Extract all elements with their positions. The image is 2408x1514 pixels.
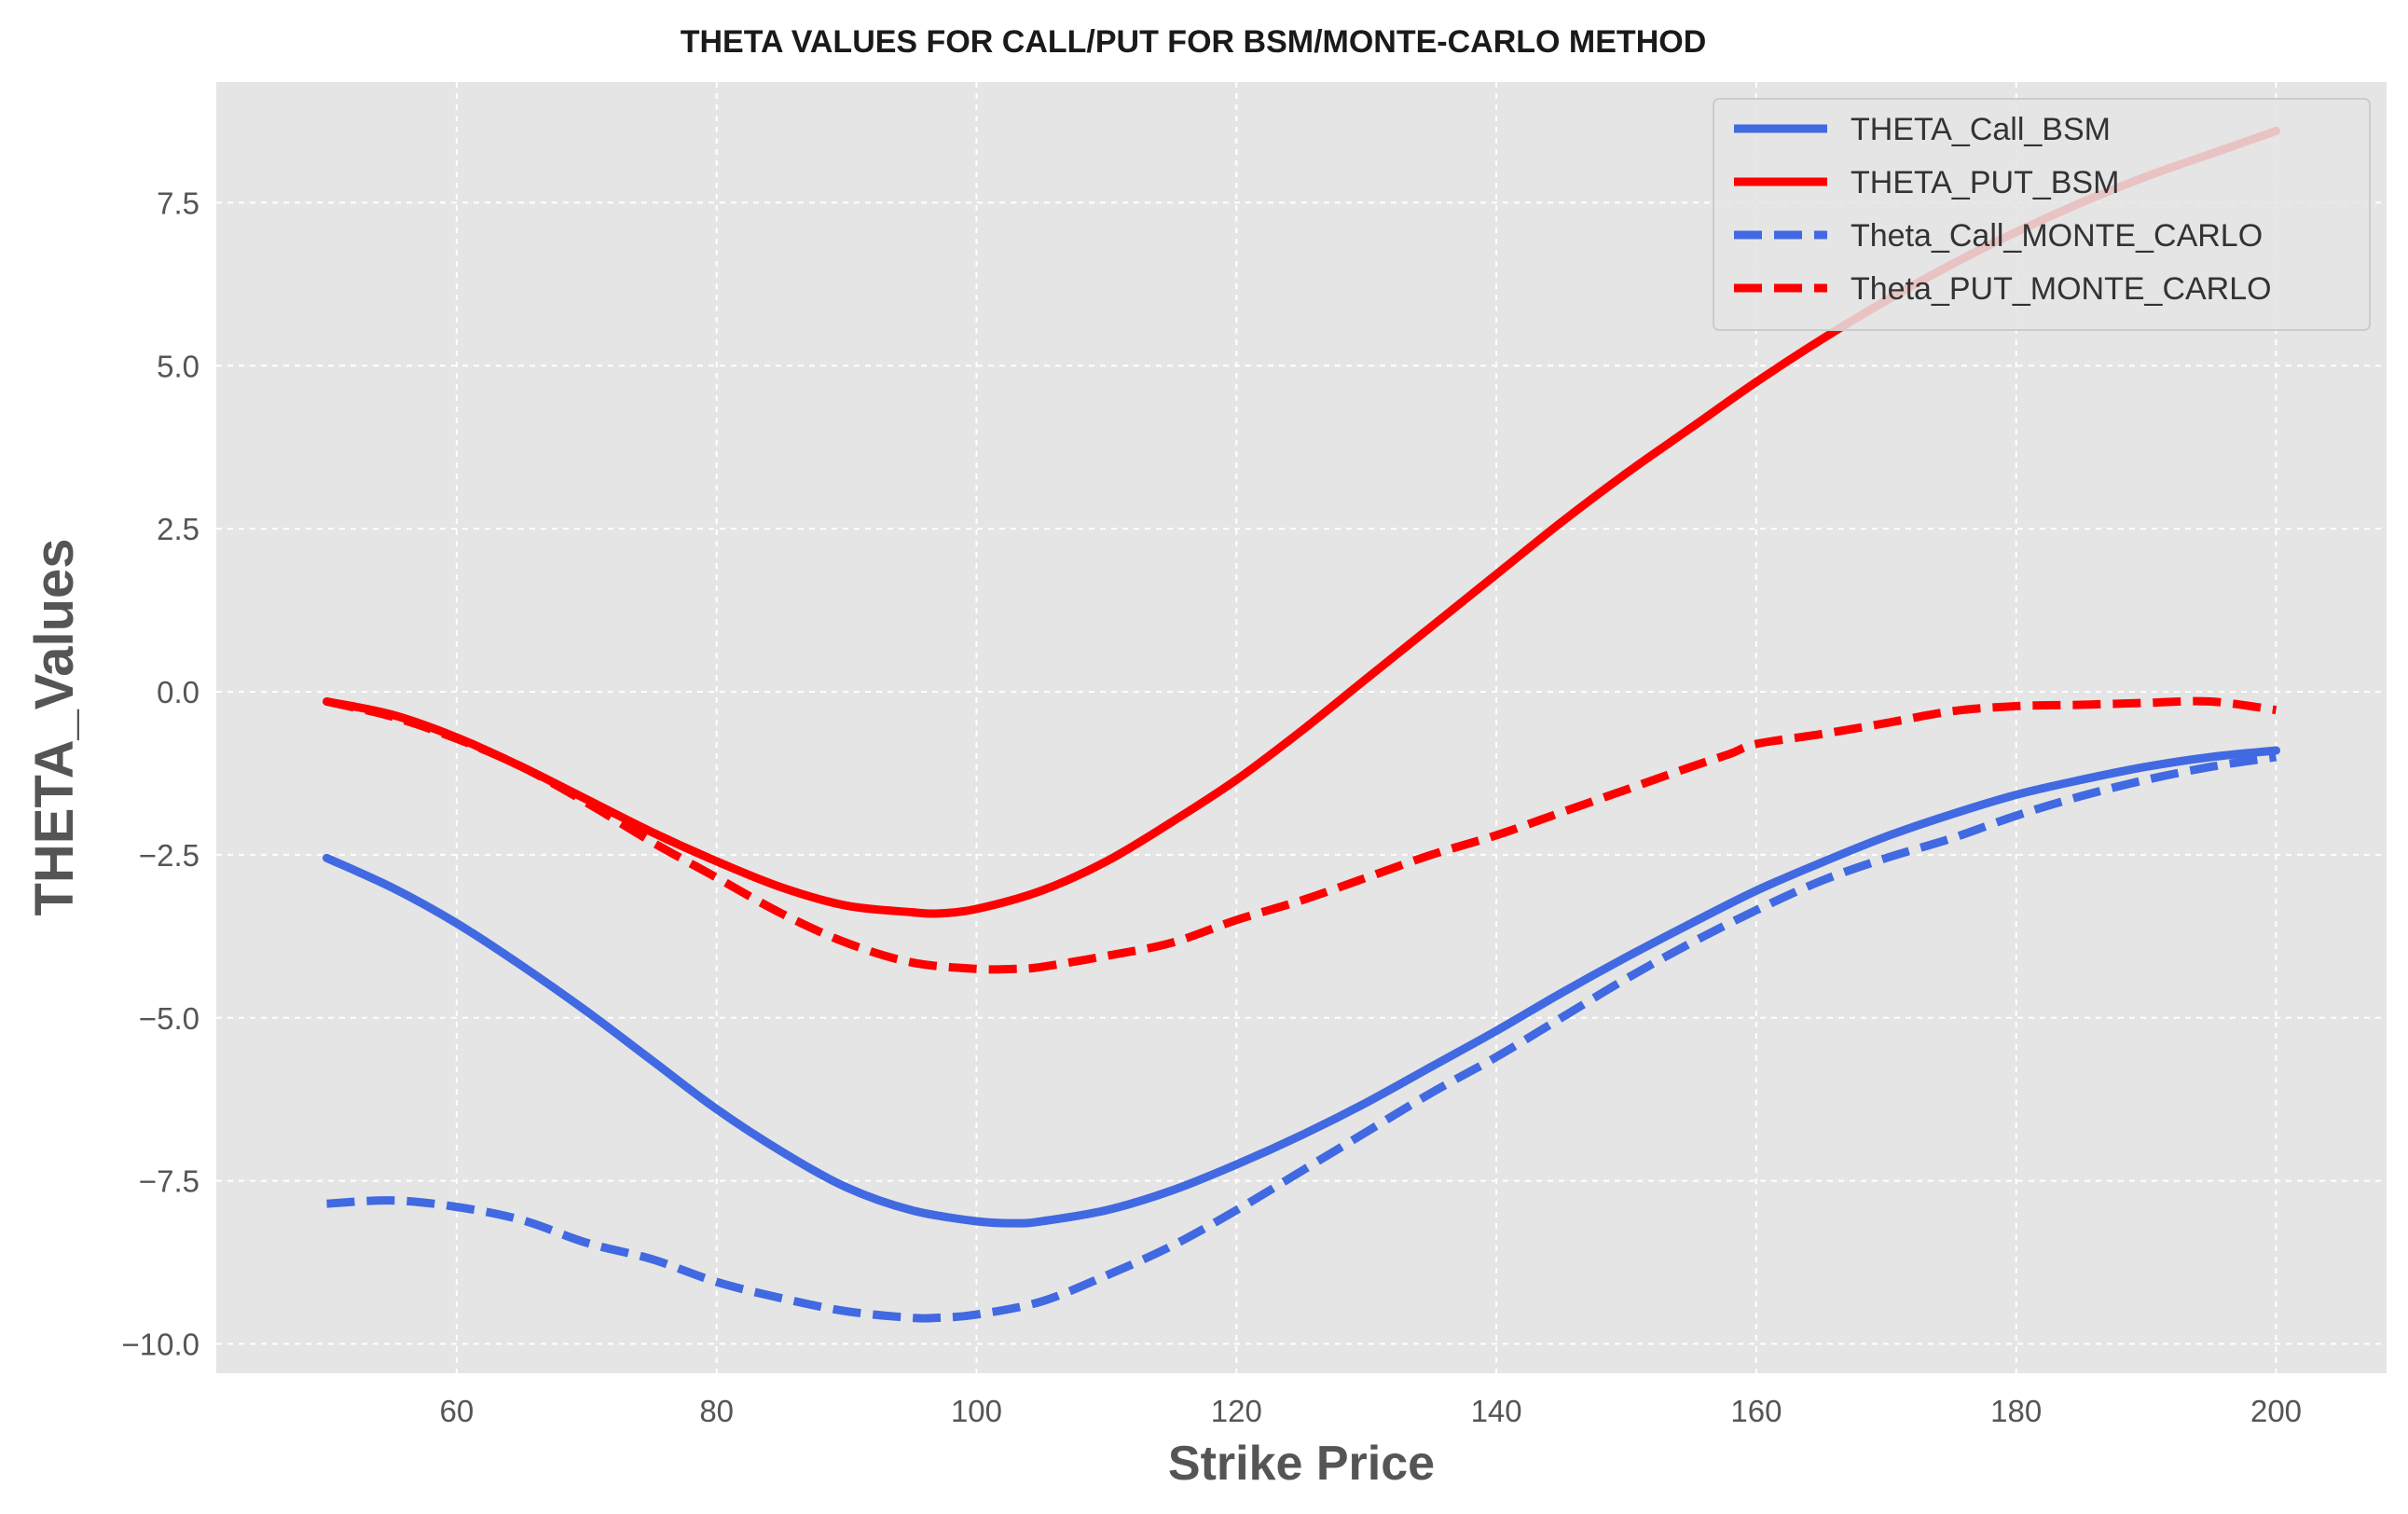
legend-label: Theta_PUT_MONTE_CARLO [1851, 271, 2272, 307]
x-tick-label: 100 [951, 1394, 1002, 1428]
legend-label: Theta_Call_MONTE_CARLO [1851, 218, 2263, 254]
x-tick-label: 140 [1471, 1394, 1522, 1428]
y-tick-label: −10.0 [122, 1328, 200, 1362]
y-tick-label: 7.5 [157, 186, 200, 220]
x-tick-label: 160 [1730, 1394, 1782, 1428]
legend-label: THETA_Call_BSM [1851, 112, 2111, 147]
y-tick-label: −2.5 [139, 838, 200, 873]
y-tick-label: −7.5 [139, 1164, 200, 1199]
legend-box [1713, 98, 2371, 331]
x-axis-label: Strike Price [1168, 1437, 1435, 1491]
x-tick-label: 80 [699, 1394, 734, 1428]
chart-title: THETA VALUES FOR CALL/PUT FOR BSM/MONTE-… [681, 24, 1707, 60]
y-tick-label: 0.0 [157, 675, 200, 709]
y-tick-label: 2.5 [157, 512, 200, 546]
tick-labels: 60 80 100 120 140 160 180 200 −10.0 −7.5 −5.0 −2.5 0… [122, 186, 2303, 1428]
x-tick-label: 120 [1211, 1394, 1262, 1428]
series-line-theta-call-bsm [322, 746, 2281, 1228]
x-tick-label: 200 [2250, 1394, 2302, 1428]
y-axis-label: THETA_Values [24, 538, 85, 915]
legend-label: THETA_PUT_BSM [1851, 165, 2119, 200]
y-tick-label: 5.0 [157, 349, 200, 383]
y-tick-label: −5.0 [139, 1001, 200, 1036]
series-line-theta-call-monte-carlo [326, 752, 2277, 1323]
series-line-theta-put-monte-carlo [325, 696, 2277, 974]
x-tick-label: 180 [1990, 1394, 2042, 1428]
x-tick-label: 60 [440, 1394, 475, 1428]
legend: THETA_Call_BSM THETA_PUT_BSM Theta_Call_MO… [1713, 98, 2371, 331]
